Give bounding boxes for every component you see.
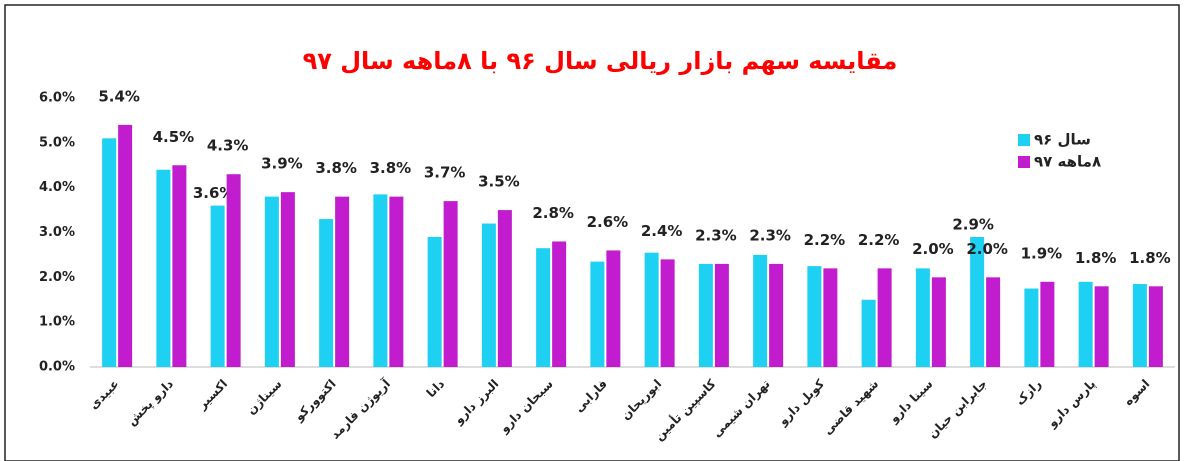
bar [1040, 281, 1055, 367]
bar [644, 252, 659, 367]
bar [172, 165, 187, 367]
data-label: 3.8% [370, 159, 412, 177]
bar [497, 210, 512, 367]
data-label: 4.5% [153, 128, 195, 146]
bar [443, 201, 458, 367]
y-tick-label: 1.0% [39, 315, 75, 330]
bar [714, 263, 729, 367]
bar [335, 196, 350, 367]
bar [861, 299, 876, 367]
data-label: 2.2% [858, 231, 900, 249]
bar [698, 263, 713, 367]
bar [210, 205, 225, 367]
bar [660, 259, 675, 367]
bar [389, 196, 404, 367]
y-tick-label: 0.0% [39, 360, 75, 375]
data-label: 3.8% [315, 159, 357, 177]
bar [118, 124, 133, 368]
data-label: 1.8% [1129, 249, 1171, 267]
bar [226, 174, 241, 367]
data-label: 2.4% [641, 222, 683, 240]
bar [481, 223, 496, 367]
bar [156, 169, 171, 367]
data-label: 2.3% [695, 226, 737, 244]
y-tick-label: 6.0% [39, 91, 75, 106]
chart-title: مقایسه سهم بازار ریالی سال ۹۶ با ۸ماهه س… [303, 47, 898, 75]
y-tick-label: 2.0% [39, 270, 75, 285]
bar [1078, 281, 1093, 367]
bar [264, 196, 279, 367]
legend-label: ۸ماهه ۹۷ [1034, 153, 1101, 171]
bar [606, 250, 621, 367]
data-label: 3.5% [478, 173, 520, 191]
legend-label: سال ۹۶ [1034, 131, 1091, 149]
data-label: 2.3% [749, 226, 791, 244]
data-label: 2.9% [952, 215, 994, 233]
data-label: 2.0% [912, 240, 954, 258]
bar [536, 248, 551, 367]
bar [1132, 284, 1147, 367]
y-tick-label: 5.0% [39, 135, 75, 150]
data-label: 2.2% [804, 231, 846, 249]
data-label: 2.8% [532, 204, 574, 222]
data-label: 2.0% [966, 240, 1008, 258]
data-label: 2.6% [587, 213, 629, 231]
bar [590, 261, 605, 367]
data-label: 3.9% [261, 155, 303, 173]
bar [280, 192, 295, 367]
bar [970, 236, 985, 367]
data-label: 5.4% [98, 87, 140, 105]
bar [807, 266, 822, 367]
bar [931, 277, 946, 367]
legend-swatch [1018, 134, 1030, 146]
data-label: 1.9% [1021, 244, 1063, 262]
y-tick-label: 3.0% [39, 225, 75, 240]
bar [753, 254, 768, 367]
data-label: 3.7% [424, 164, 466, 182]
bar [1094, 286, 1109, 367]
data-label: 1.8% [1075, 249, 1117, 267]
bar [915, 268, 930, 367]
data-label: 4.3% [207, 137, 249, 155]
bar [986, 277, 1001, 367]
bar [373, 194, 388, 367]
bar [102, 138, 117, 367]
bar [427, 236, 442, 367]
bar [319, 219, 334, 367]
bar [1024, 288, 1039, 367]
frame [4, 4, 1180, 461]
bar [769, 263, 784, 367]
bar [552, 241, 567, 367]
bar [1148, 286, 1163, 367]
data-label: 3.6% [193, 184, 235, 202]
bar [823, 268, 838, 367]
legend-swatch [1018, 156, 1030, 168]
bar [877, 268, 892, 367]
y-tick-label: 4.0% [39, 180, 75, 195]
